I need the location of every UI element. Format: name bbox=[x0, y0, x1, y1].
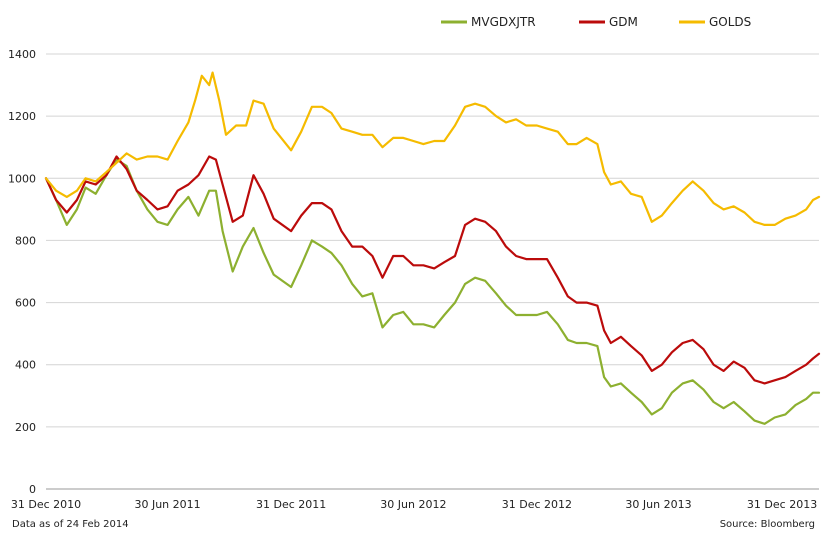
x-tick-label: 30 Jun 2012 bbox=[380, 498, 446, 511]
axes: 0 200 400 600 800 1000 1200 1400 31 Dec 2010 30 J… bbox=[8, 48, 817, 511]
legend-label-golds: GOLDS bbox=[709, 15, 751, 29]
x-tick-label: 30 Jun 2013 bbox=[625, 498, 691, 511]
x-tick-label: 31 Dec 2012 bbox=[502, 498, 572, 511]
x-tick-label: 31 Dec 2011 bbox=[256, 498, 326, 511]
data-as-of-note: Data as of 24 Feb 2014 bbox=[12, 519, 129, 530]
series-line-gdm bbox=[44, 155, 821, 385]
line-chart: 0 200 400 600 800 1000 1200 1400 31 Dec 2010 30 J… bbox=[8, 15, 821, 511]
y-tick-label: 200 bbox=[15, 421, 36, 434]
y-tick-label: 1200 bbox=[8, 110, 36, 123]
y-tick-label: 0 bbox=[29, 483, 36, 496]
series-line-golds bbox=[44, 71, 821, 226]
legend-label-gdm: GDM bbox=[609, 15, 638, 29]
legend: MVGDXJTR GDM GOLDS bbox=[441, 15, 751, 29]
y-tick-label: 1000 bbox=[8, 172, 36, 185]
legend-label-mvgdxjtr: MVGDXJTR bbox=[471, 15, 536, 29]
y-tick-label: 600 bbox=[15, 297, 36, 310]
series-lines bbox=[44, 71, 821, 425]
x-tick-label: 30 Jun 2011 bbox=[134, 498, 200, 511]
y-tick-label: 1400 bbox=[8, 48, 36, 61]
x-tick-label: 31 Dec 2013 bbox=[747, 498, 817, 511]
gridlines bbox=[46, 53, 819, 490]
series-line-mvgdxjtr bbox=[44, 158, 821, 425]
source-note: Source: Bloomberg bbox=[719, 519, 815, 530]
x-tick-label: 31 Dec 2010 bbox=[11, 498, 81, 511]
y-tick-label: 400 bbox=[15, 359, 36, 372]
y-tick-label: 800 bbox=[15, 234, 36, 247]
